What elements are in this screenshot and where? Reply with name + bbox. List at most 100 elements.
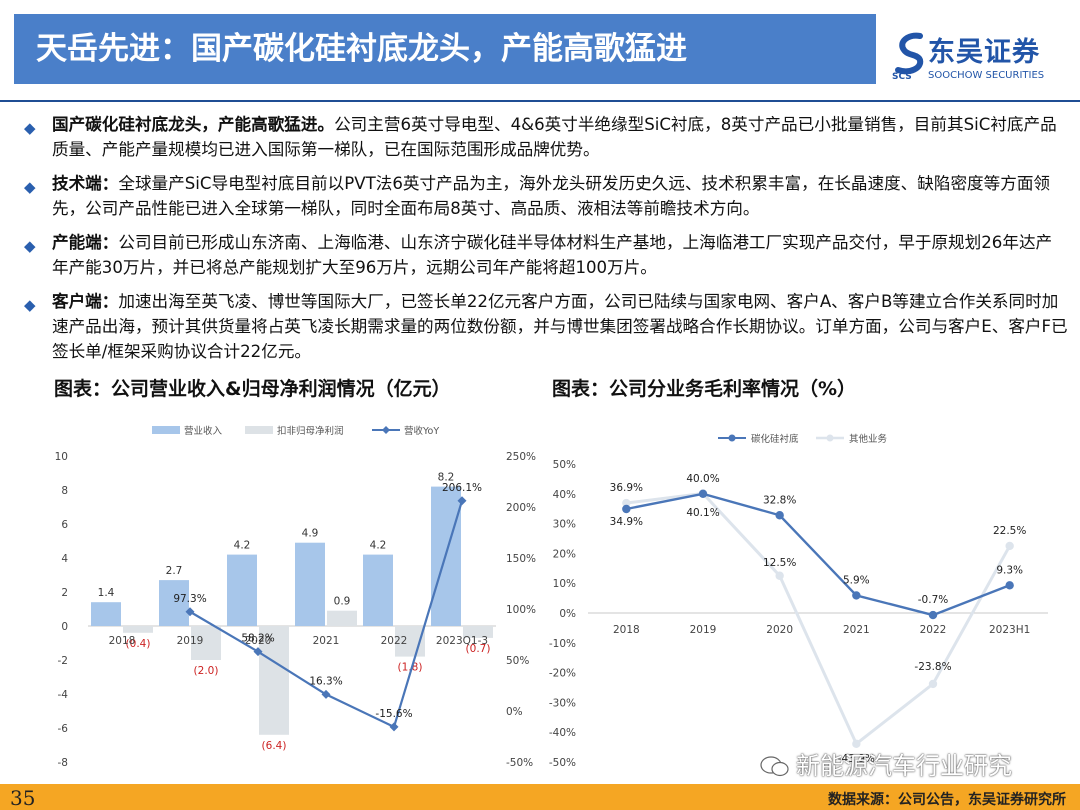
- yoy-point: [185, 607, 195, 617]
- legend-marker: [382, 426, 390, 434]
- yoy-point: [457, 496, 467, 506]
- profit-bar: [463, 626, 493, 638]
- diamond-bullet-icon: ◆: [24, 119, 36, 137]
- y-axis-tick-label: -2: [58, 655, 68, 667]
- y-axis-tick-label: -4: [58, 689, 69, 701]
- other-business-line: [626, 491, 1011, 747]
- legend-label: 营业收入: [184, 425, 223, 437]
- y-axis-tick-label: -50%: [549, 757, 576, 769]
- bullet-lead: 技术端：: [52, 174, 119, 193]
- revenue-bar: [227, 554, 257, 626]
- x-axis-tick-label: 2021: [843, 624, 870, 636]
- logo-cn: 东吴证券: [928, 37, 1040, 68]
- y2-axis-tick-label: 50%: [506, 655, 529, 667]
- legend-marker: [728, 434, 736, 442]
- y-axis-tick-label: -30%: [549, 697, 576, 709]
- sic-substrate-point: [852, 591, 861, 600]
- data-source: 数据来源：公司公告，东吴证券研究所: [828, 792, 1066, 808]
- yoy-data-label: -15.6%: [375, 708, 412, 720]
- wechat-icon: [760, 756, 789, 777]
- other-business-point: [928, 679, 938, 689]
- y-axis-tick-label: 0%: [559, 608, 576, 620]
- profit-data-label: (6.4): [262, 740, 287, 752]
- y2-axis-tick-label: 250%: [506, 451, 536, 463]
- x-axis-tick-label: 2022: [920, 624, 947, 636]
- other-data-label: 22.5%: [993, 525, 1026, 537]
- bullet-text: 公司目前已形成山东济南、上海临港、山东济宁碳化硅半导体材料生产基地，上海临港工厂…: [52, 233, 1053, 277]
- other-business-point: [622, 498, 631, 508]
- y2-axis-tick-label: 150%: [506, 553, 536, 565]
- footer-bar: [0, 784, 1080, 810]
- company-logo: SCS 东吴证券 SOOCHOW SECURITIES: [888, 26, 1068, 86]
- revenue-bar: [159, 580, 189, 626]
- other-business-point: [775, 571, 784, 580]
- revenue-data-label: 4.2: [370, 540, 387, 552]
- x-axis-tick-label: 2018: [613, 624, 640, 636]
- x-axis-tick-label: 2023Q1-3: [436, 635, 488, 647]
- profit-data-label: (0.4): [126, 638, 151, 650]
- y-axis-tick-label: 50%: [553, 459, 576, 471]
- revenue-data-label: 4.9: [302, 528, 319, 540]
- x-axis-tick-label: 2020: [245, 635, 272, 647]
- y2-axis-tick-label: -50%: [506, 757, 533, 769]
- x-axis-tick-label: 2019: [177, 635, 204, 647]
- diamond-bullet-icon: ◆: [24, 178, 36, 196]
- sic-substrate-point: [775, 511, 784, 520]
- other-data-label: 40.1%: [686, 507, 719, 519]
- bullet-item: ◆ 国产碳化硅衬底龙头，产能高歌猛进。公司主营6英寸导电型、4&6英寸半绝缘型S…: [18, 112, 1068, 162]
- legend-marker: [826, 434, 834, 442]
- legend-label: 其他业务: [849, 433, 888, 445]
- bullet-lead: 产能端：: [52, 233, 119, 252]
- revenue-profit-chart: 10 8 6 4 2 0 -2 -4 -6 -8 250% 200% 150% 100% 50% 0% -50%…: [55, 425, 536, 769]
- y-axis-tick-label: 20%: [553, 548, 576, 560]
- sic-data-label: 34.9%: [610, 516, 643, 528]
- profit-bar: [123, 626, 153, 633]
- x-axis-tick-label: 2018: [109, 635, 136, 647]
- page-number: 35: [10, 786, 36, 810]
- gross-margin-chart: 50% 40% 30% 20% 10% 0% -10% -20% -30% -40% -50% 201…: [549, 433, 1048, 769]
- bullet-item: ◆ 产能端：公司目前已形成山东济南、上海临港、山东济宁碳化硅半导体材料生产基地，…: [18, 230, 1068, 280]
- profit-bar: [327, 610, 357, 626]
- bullet-item: ◆ 技术端：全球量产SiC导电型衬底目前以PVT法6英寸产品为主，海外龙头研发历…: [18, 171, 1068, 221]
- soochow-logo-icon: [895, 32, 924, 75]
- sic-substrate-point: [928, 610, 938, 620]
- y-axis-tick-label: -6: [58, 723, 69, 735]
- x-axis-tick-label: 2019: [690, 624, 717, 636]
- y-axis-tick-label: 10%: [553, 578, 576, 590]
- sic-substrate-point: [1005, 581, 1014, 590]
- bullet-lead: 客户端：: [52, 292, 119, 311]
- legend-label: 扣非归母净利润: [277, 425, 344, 437]
- watermark: 新能源汽车行业研究: [760, 746, 1012, 781]
- x-axis-tick-label: 2020: [766, 624, 793, 636]
- sic-data-label: 40.0%: [686, 473, 719, 485]
- revenue-bar: [295, 542, 325, 626]
- other-data-label: -43.9%: [838, 753, 875, 765]
- left-chart-title: 图表：公司营业收入&归母净利润情况（亿元）: [54, 378, 451, 400]
- yoy-data-label: 16.3%: [309, 675, 342, 687]
- x-axis-tick-label: 2023H1: [989, 624, 1030, 636]
- bullet-text: 公司主营6英寸导电型、4&6英寸半绝缘型SiC衬底，8英寸产品已小批量销售，目前…: [52, 115, 1057, 159]
- watermark-text: 新能源汽车行业研究: [796, 752, 1012, 780]
- y-axis-tick-label: -10%: [549, 638, 576, 650]
- bullet-text: 加速出海至英飞凌、博世等国际大厂，已签长单22亿元客户方面，公司已陆续与国家电网…: [52, 292, 1068, 361]
- x-axis-tick-label: 2021: [313, 635, 340, 647]
- y-axis-tick-label: 40%: [553, 489, 576, 501]
- y-axis-tick-label: 4: [61, 553, 68, 565]
- y-axis-tick-label: 2: [61, 587, 68, 599]
- revenue-data-label: 4.2: [234, 540, 251, 552]
- y-axis-tick-label: 10: [55, 451, 68, 463]
- other-business-point: [1005, 541, 1014, 551]
- revenue-data-label: 1.4: [98, 587, 115, 599]
- y-axis-tick-label: -20%: [549, 668, 576, 680]
- yoy-data-label: 58.2%: [241, 633, 274, 645]
- yoy-data-label: 206.1%: [442, 482, 482, 494]
- sic-data-label: 9.3%: [996, 564, 1023, 576]
- page-title: 天岳先进：国产碳化硅衬底龙头，产能高歌猛进: [36, 31, 687, 67]
- y-axis-tick-label: 8: [61, 485, 68, 497]
- profit-data-label: (2.0): [194, 665, 219, 677]
- revenue-bar: [363, 554, 393, 626]
- sic-substrate-line: [626, 492, 1011, 617]
- profit-data-label: (1.8): [398, 662, 423, 674]
- yoy-point: [253, 647, 263, 657]
- y-axis-tick-label: 0: [61, 621, 68, 633]
